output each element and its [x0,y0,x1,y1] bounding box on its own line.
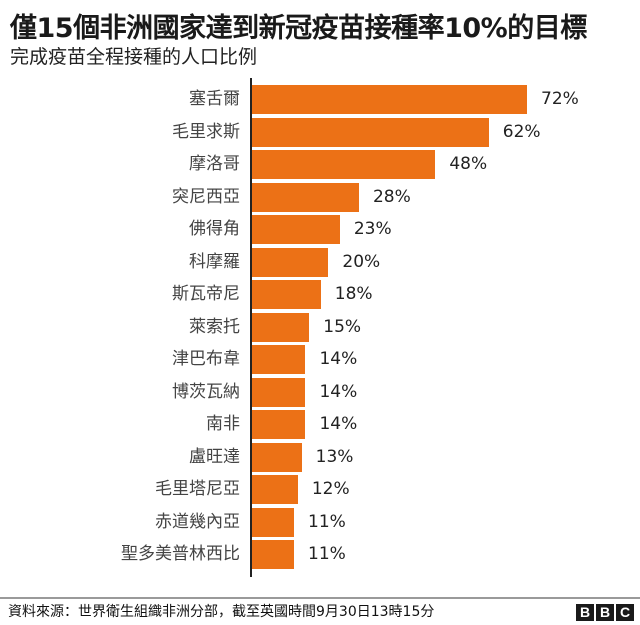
footer-divider [0,597,640,599]
category-label: 塞舌爾 [189,89,240,109]
bar-row: 聖多美普林西比 11% [0,540,640,569]
bar-row: 萊索托 15% [0,312,640,342]
bar [252,150,436,179]
bar [252,215,340,244]
bar [252,475,298,504]
category-label: 突尼西亞 [172,186,240,207]
value-label: 13% [315,446,354,467]
value-label: 28% [372,186,411,207]
bar [252,312,310,342]
chart-subtitle: 完成疫苗全程接種的人口比例 [10,46,258,68]
category-label: 萊索托 [189,316,240,337]
bar-row: 佛得角 23% [0,215,640,244]
bar [252,117,489,147]
value-label: 23% [353,219,392,239]
value-label: 48% [449,154,488,174]
category-label: 盧旺達 [189,446,240,467]
bar-row: 斯瓦帝尼 18% [0,280,640,309]
category-label: 赤道幾內亞 [155,511,240,532]
value-label: 20% [342,251,381,272]
bar-row: 毛里求斯 62% [0,117,640,147]
bbc-logo-letter: C [616,604,634,621]
value-label: 15% [323,316,362,337]
value-label: 18% [334,284,373,304]
category-label: 聖多美普林西比 [121,544,240,564]
source-note: 資料來源：世界衛生組織非洲分部，截至英國時間9月30日13時15分 [8,604,435,620]
bar [252,540,294,569]
y-axis-line [250,78,252,577]
category-label: 斯瓦帝尼 [172,284,240,304]
value-label: 72% [541,89,579,109]
bar [252,85,527,114]
bar [252,410,306,439]
category-label: 毛里塔尼亞 [155,479,240,499]
bar-row: 塞舌爾 72% [0,85,640,114]
value-label: 14% [319,414,358,434]
value-label: 11% [308,544,346,564]
bar-row: 毛里塔尼亞 12% [0,475,640,504]
category-label: 津巴布韋 [172,349,240,369]
bbc-logo: B B C [576,604,634,621]
bbc-logo-letter: B [576,604,594,621]
category-label: 博茨瓦納 [172,381,240,402]
value-label: 11% [308,511,346,532]
category-label: 南非 [206,414,240,434]
bar [252,182,359,212]
value-label: 14% [319,381,358,402]
bar-row: 南非 14% [0,410,640,439]
value-label: 62% [502,121,541,142]
bar-row: 突尼西亞 28% [0,182,640,212]
bar-row: 津巴布韋 14% [0,345,640,374]
bar-row: 科摩羅 20% [0,247,640,277]
value-label: 12% [311,479,350,499]
category-label: 科摩羅 [189,251,240,272]
bbc-logo-letter: B [596,604,614,621]
bar [252,442,302,472]
bar [252,280,321,309]
category-label: 毛里求斯 [172,121,240,142]
bar [252,507,294,537]
bar [252,345,306,374]
value-label: 14% [319,349,358,369]
bar [252,247,329,277]
category-label: 摩洛哥 [189,154,240,174]
category-label: 佛得角 [189,219,240,239]
chart-title: 僅15個非洲國家達到新冠疫苗接種率10%的目標 [10,13,587,44]
bar-row: 赤道幾內亞 11% [0,507,640,537]
bar-row: 摩洛哥 48% [0,150,640,179]
bar [252,377,306,407]
bar-row: 盧旺達 13% [0,442,640,472]
bar-row: 博茨瓦納 14% [0,377,640,407]
